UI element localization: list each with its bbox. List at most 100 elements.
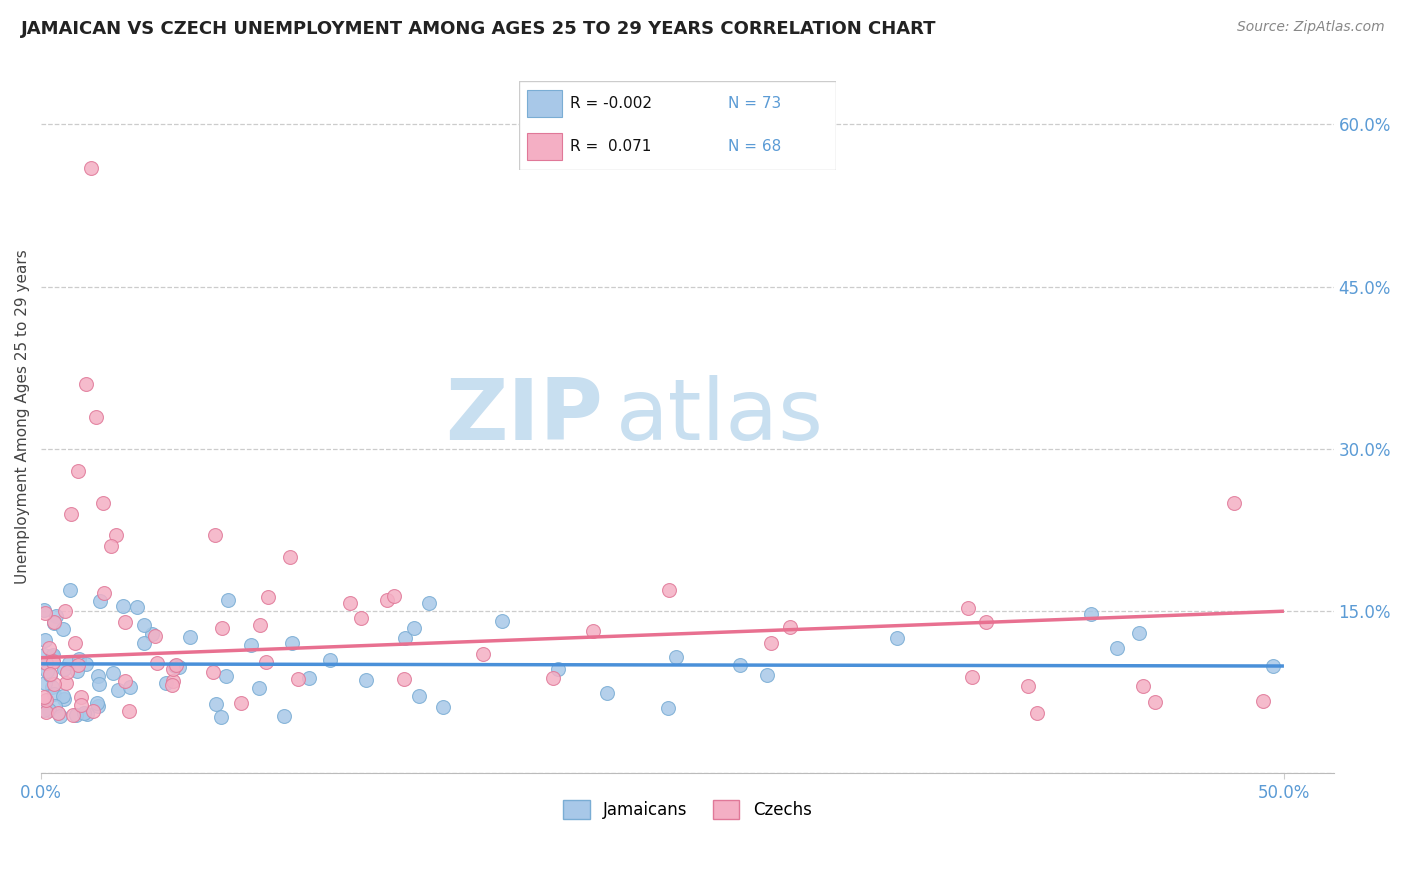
Point xyxy=(273,708,295,723)
Point xyxy=(56,665,79,679)
Point xyxy=(1132,679,1154,693)
Point xyxy=(231,696,253,710)
Point xyxy=(114,674,136,689)
Point xyxy=(956,601,979,615)
Point xyxy=(141,627,163,641)
Point xyxy=(59,507,82,521)
Point xyxy=(52,662,75,676)
Point xyxy=(596,686,619,700)
Point xyxy=(319,653,342,667)
Point xyxy=(34,676,56,690)
Point xyxy=(756,668,779,682)
Point xyxy=(58,656,80,670)
Point xyxy=(1080,607,1102,621)
Point xyxy=(100,539,122,553)
Point xyxy=(34,606,56,620)
Point xyxy=(55,676,77,690)
Point xyxy=(125,599,148,614)
Point xyxy=(392,672,415,686)
Point xyxy=(657,700,679,714)
Point xyxy=(111,599,134,613)
Point xyxy=(1253,693,1275,707)
Point xyxy=(298,671,321,685)
Point xyxy=(114,615,136,630)
Point xyxy=(382,590,405,604)
Point xyxy=(93,585,115,599)
Point xyxy=(80,161,103,175)
Point xyxy=(354,673,377,687)
Point xyxy=(117,704,139,718)
Point xyxy=(35,692,58,706)
Point xyxy=(75,377,97,392)
Point xyxy=(162,678,184,692)
Point xyxy=(41,649,63,664)
Point xyxy=(104,528,127,542)
Point xyxy=(70,690,93,704)
Point xyxy=(44,677,66,691)
Point xyxy=(165,659,187,673)
Point xyxy=(257,591,280,605)
Point xyxy=(432,699,454,714)
Point xyxy=(89,593,111,607)
Point xyxy=(48,709,70,723)
Point xyxy=(87,669,110,683)
Point xyxy=(66,664,89,678)
Point xyxy=(42,655,65,669)
Point xyxy=(162,673,184,688)
Point xyxy=(779,620,801,634)
Point xyxy=(471,647,494,661)
Point xyxy=(39,666,62,681)
Point xyxy=(759,636,782,650)
Point xyxy=(42,687,65,701)
Point xyxy=(165,657,187,672)
Point xyxy=(201,665,224,679)
Point xyxy=(1223,496,1246,510)
Point xyxy=(87,699,110,714)
Point xyxy=(582,624,605,638)
Point xyxy=(145,656,167,670)
Point xyxy=(132,636,155,650)
Point xyxy=(32,603,55,617)
Point xyxy=(1026,706,1049,720)
Point xyxy=(665,650,688,665)
Point xyxy=(75,657,97,671)
Point xyxy=(32,703,55,717)
Point xyxy=(63,636,86,650)
Point xyxy=(134,618,156,632)
Point xyxy=(167,659,190,673)
Point xyxy=(960,670,983,684)
Point xyxy=(38,703,60,717)
Point xyxy=(52,622,75,636)
Point xyxy=(91,496,114,510)
Point xyxy=(1128,625,1150,640)
Point xyxy=(38,641,60,656)
Point xyxy=(254,655,277,669)
Point xyxy=(86,696,108,710)
Point xyxy=(41,680,63,694)
Text: Source: ZipAtlas.com: Source: ZipAtlas.com xyxy=(1237,20,1385,34)
Point xyxy=(155,676,177,690)
Point xyxy=(65,707,87,722)
Point xyxy=(209,709,232,723)
Point xyxy=(408,689,430,703)
Point xyxy=(37,665,59,679)
Point xyxy=(62,707,84,722)
Point xyxy=(418,596,440,610)
Point xyxy=(658,582,681,597)
Point xyxy=(1143,695,1166,709)
Point xyxy=(67,657,90,672)
Point xyxy=(287,672,309,686)
Point xyxy=(974,615,997,629)
Legend: Jamaicans, Czechs: Jamaicans, Czechs xyxy=(557,793,818,826)
Point xyxy=(39,668,62,682)
Point xyxy=(247,681,270,695)
Point xyxy=(204,528,226,542)
Point xyxy=(59,582,82,597)
Point xyxy=(394,631,416,645)
Point xyxy=(375,593,398,607)
Point xyxy=(547,662,569,676)
Point xyxy=(46,706,69,720)
Point xyxy=(120,681,142,695)
Point xyxy=(1261,658,1284,673)
Point xyxy=(42,615,65,629)
